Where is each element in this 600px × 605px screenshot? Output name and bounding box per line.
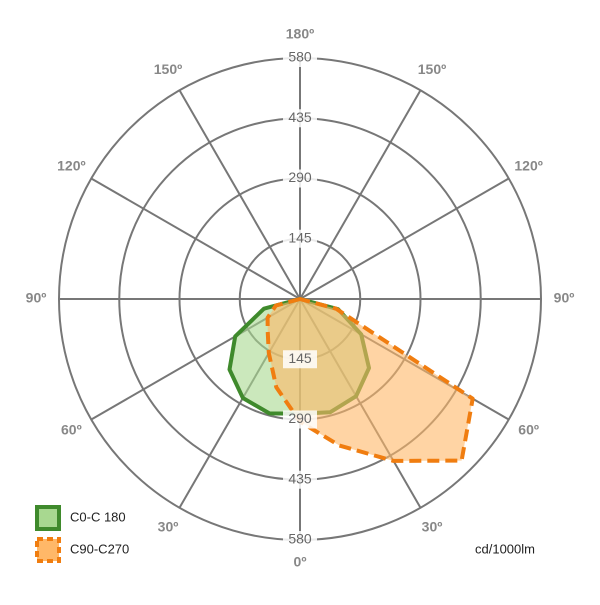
r-tick-bg (283, 229, 317, 248)
r-tick-bg (283, 169, 317, 188)
r-tick-label: 435 (288, 470, 312, 486)
angle-label: 60º (61, 422, 82, 438)
r-tick-label: 145 (288, 350, 312, 366)
grid-spoke (299, 177, 510, 300)
angle-label: 120º (57, 158, 85, 174)
r-tick-bg (283, 49, 317, 67)
angle-label: 0º (294, 554, 307, 570)
r-tick-label: 580 (288, 531, 312, 547)
legend-label: C0-C 180 (70, 509, 126, 524)
r-tick-label: 580 (288, 49, 312, 65)
r-tick-bg (283, 410, 317, 429)
angle-label: 90º (26, 290, 47, 306)
r-tick-label: 290 (288, 169, 312, 185)
r-tick-bg (283, 109, 317, 128)
r-tick-label: 290 (288, 410, 312, 426)
r-tick-label: 145 (288, 229, 312, 245)
unit-label: cd/1000lm (475, 541, 535, 556)
legend-swatch (35, 505, 61, 531)
r-tick-bg (283, 531, 317, 549)
grid-spoke (178, 89, 301, 300)
angle-label: 30º (158, 518, 179, 534)
angle-label: 120º (514, 158, 542, 174)
angle-label: 90º (554, 290, 575, 306)
legend-swatch (35, 537, 61, 563)
angle-label: 30º (422, 518, 443, 534)
angle-label: 60º (518, 422, 539, 438)
grid-spoke (90, 177, 301, 300)
grid-spoke (299, 89, 422, 300)
r-tick-bg (283, 470, 317, 489)
angle-label: 150º (154, 61, 182, 77)
legend-label: C90-C270 (70, 541, 129, 556)
r-tick-label: 435 (288, 109, 312, 125)
r-tick-bg (283, 350, 317, 369)
angle-label: 150º (418, 61, 446, 77)
angle-label: 180º (286, 26, 314, 42)
